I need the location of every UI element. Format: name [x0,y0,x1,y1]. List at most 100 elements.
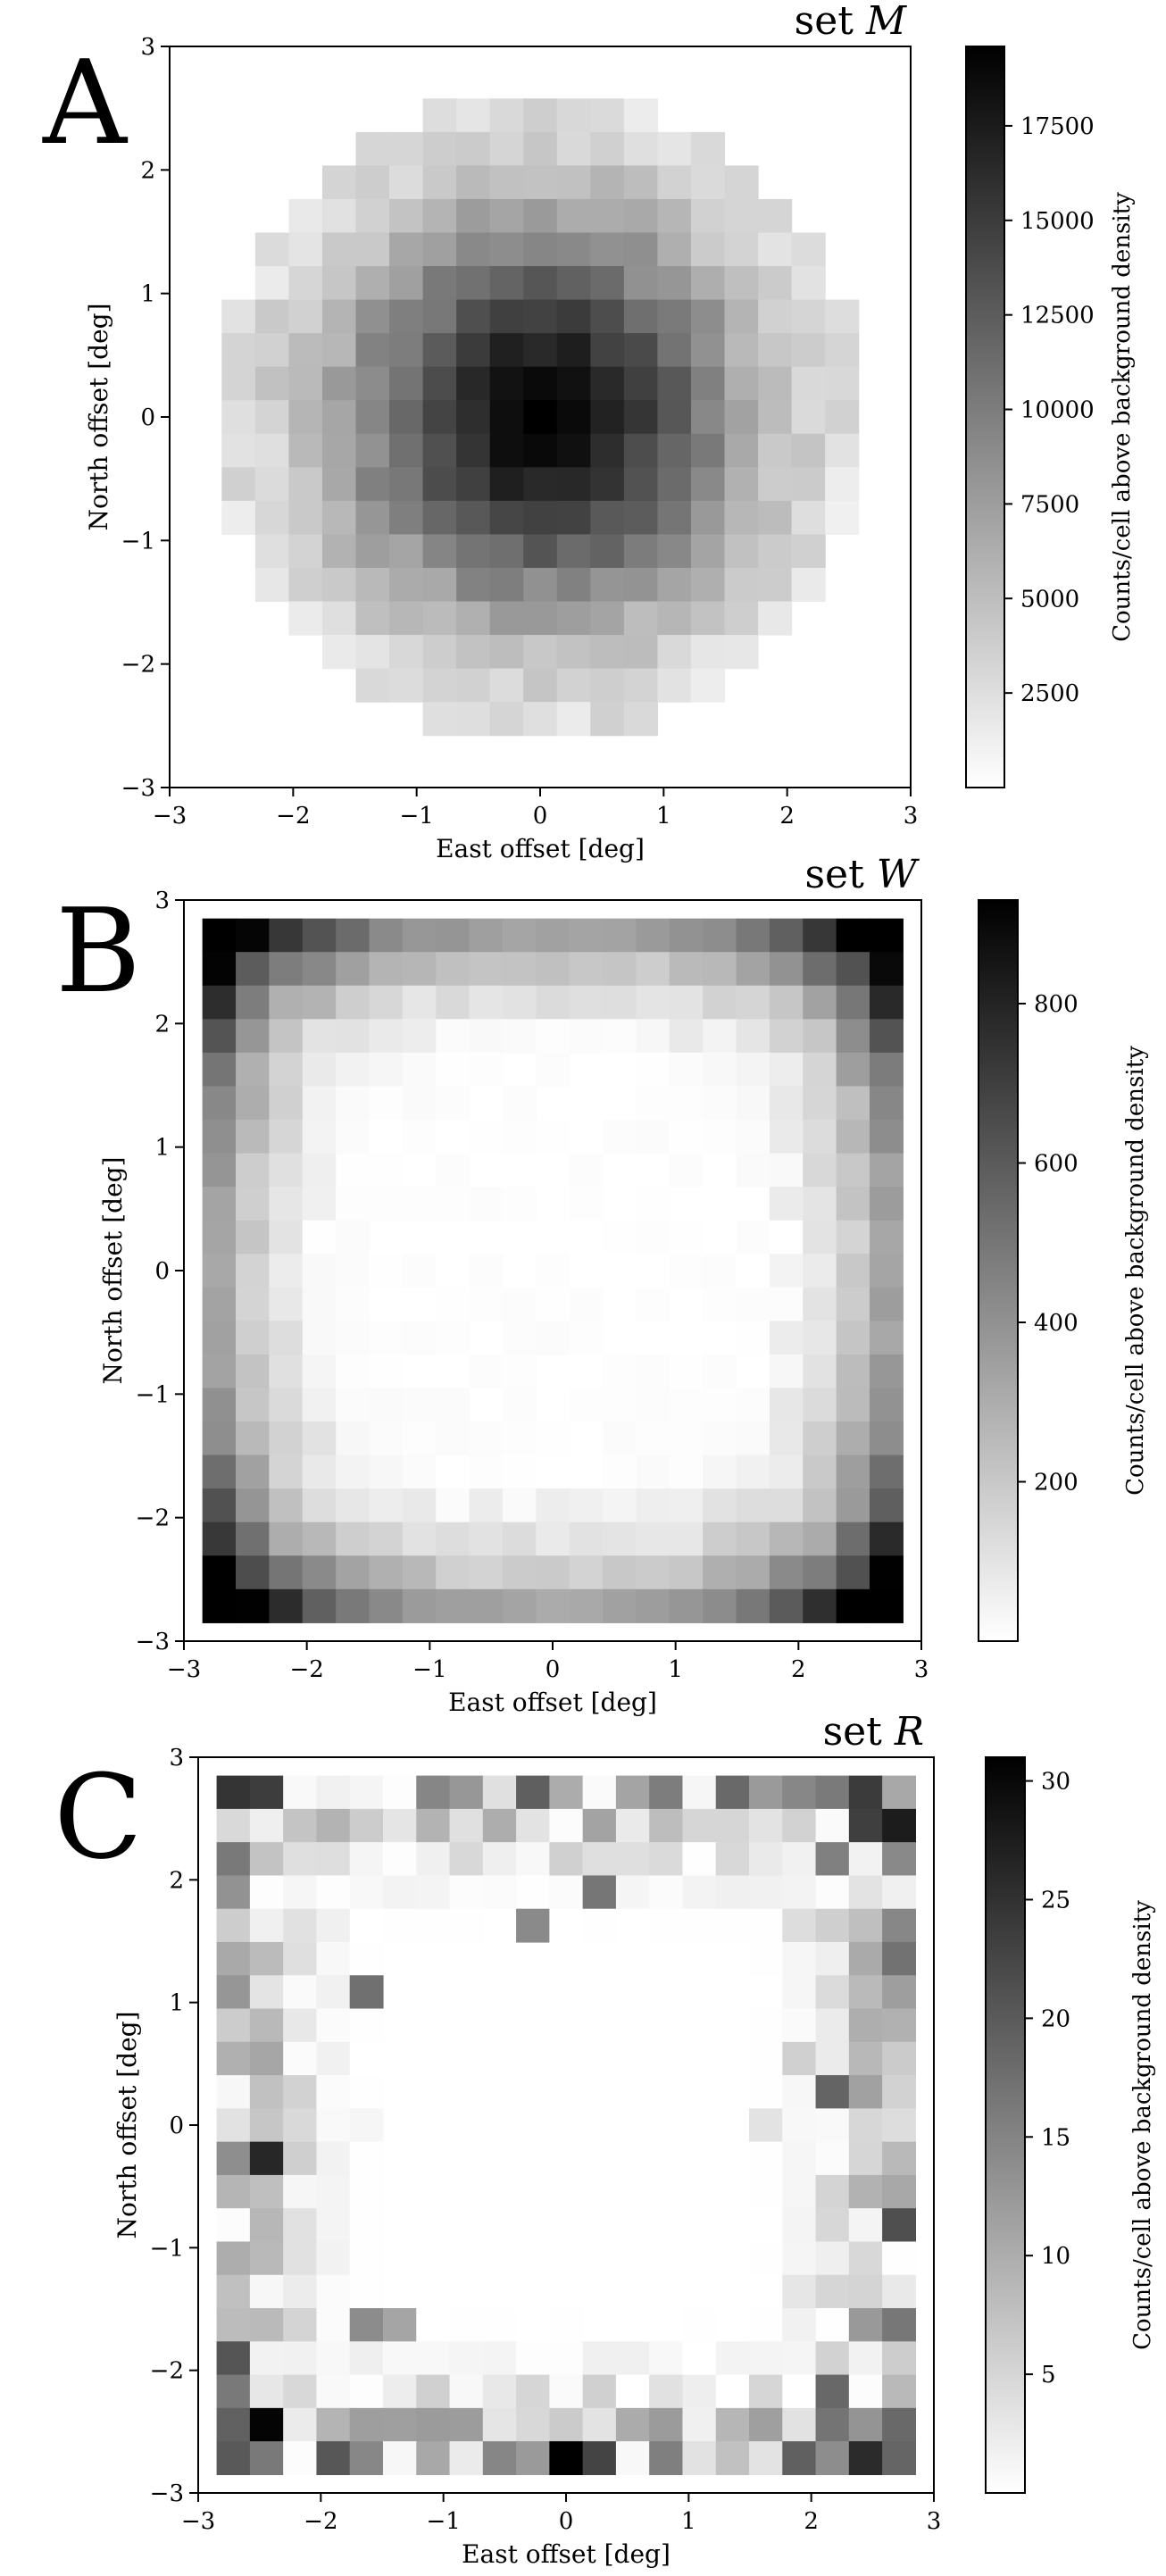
heatmap-cell [489,702,524,737]
heatmap-cell [803,1455,837,1489]
heatmap-cell [436,1488,471,1523]
heatmap-cell [736,952,770,987]
heatmap-cell [615,1808,650,1843]
heatmap-cell [254,333,289,368]
x-tick-label: 2 [804,2508,819,2535]
heatmap-cell [815,2075,850,2109]
heatmap-cell [749,1775,783,1810]
heatmap-cell [436,1019,471,1054]
heatmap-cell [703,1555,737,1590]
heatmap-cell [749,2341,783,2376]
heatmap-cell [236,1220,270,1255]
heatmap-cell [556,333,591,368]
heatmap-cell [603,1019,637,1054]
heatmap-cell [402,985,437,1020]
heatmap-cell [316,1875,351,1910]
heatmap-cell [449,2308,484,2342]
y-tick-label: 2 [154,1011,170,1038]
heatmap-cell [469,918,504,953]
heatmap-cell [582,2341,617,2376]
heatmap-cell [422,333,457,368]
heatmap-cell [882,2341,916,2376]
heatmap-cell [302,1555,337,1590]
heatmap-cell [769,1354,804,1389]
heatmap-cells [202,918,904,1623]
heatmap-cell [769,1388,804,1422]
heatmap-cell [690,366,726,401]
x-tick-label: 0 [559,2508,574,2535]
heatmap-cell [302,1321,337,1355]
heatmap-cell [649,1842,684,1877]
heatmap-cell [724,635,759,670]
heatmap-cell [249,2274,284,2309]
heatmap-cell [791,534,826,569]
heatmap-cell [402,1455,437,1489]
heatmap-cell [556,433,591,468]
heatmap-cell [569,918,604,953]
heatmap-cell [269,985,304,1020]
heatmap-cell [288,400,323,435]
heatmap-cell [382,1908,417,1943]
x-tick-label: 0 [533,803,548,829]
heatmap-cell [269,1052,304,1088]
y-tick-label: 1 [140,281,155,308]
heatmap-cell [288,333,323,368]
heatmap-cell [382,2308,417,2342]
heatmap-cell [882,2108,916,2143]
heatmap-cell [736,1052,770,1088]
heatmap-cell [316,2174,351,2209]
heatmap-cell [416,2441,451,2475]
heatmap-cell [202,1287,237,1321]
heatmap-cell [749,1875,783,1910]
x-tick-label: 2 [791,1656,806,1683]
heatmap-cell [502,1287,537,1321]
heatmap-cell [715,1808,750,1843]
heatmap-cell [848,2174,883,2209]
heatmap-cell [556,635,591,670]
heatmap-cell [349,2407,384,2442]
heatmap-cell [690,467,726,502]
heatmap-cell [724,601,759,636]
heatmap-cell [482,2374,517,2409]
heatmap-cell [836,1421,870,1456]
heatmap-cell [782,2441,817,2475]
heatmap-cell [523,567,558,603]
heatmap-cell [649,1908,684,1943]
heatmap-cell [690,500,726,536]
heatmap-cell [657,601,692,636]
heatmap-cell [782,1775,817,1810]
heatmap-cell [402,1321,437,1355]
heatmap-cell [355,232,390,267]
heatmap-cell [302,1354,337,1389]
colorbar: 200 400 600 800 Counts/cell above background… [978,899,1149,1642]
heatmap-cell [321,266,357,301]
heatmap-cell [603,952,637,987]
heatmap-cell [502,952,537,987]
heatmap-cell [389,366,424,401]
heatmap-cell [848,2308,883,2342]
heatmap-cell [456,534,491,569]
heatmap-cell [582,1808,617,1843]
heatmap-cell [336,1321,371,1355]
heatmap-cell [489,198,524,234]
heatmap-cell [782,1908,817,1943]
heatmap-cell [603,918,637,953]
heatmap-cell [216,2341,251,2376]
y-tick-label: 0 [154,1258,170,1285]
heatmap-cell [669,1555,704,1590]
heatmap-cell [603,1421,637,1456]
heatmap-cell [283,2108,318,2143]
heatmap-cell [302,1187,337,1221]
heatmap-cell [202,1555,237,1590]
heatmap-cell [848,2208,883,2243]
heatmap-cell [316,2041,351,2076]
heatmap-cell [869,1287,904,1321]
heatmap-cell [582,2441,617,2475]
heatmap-cell [736,1488,770,1523]
heatmap-cell [791,333,826,368]
heatmap-cell [436,1254,471,1288]
heatmap-cell [636,1421,670,1456]
heatmap-cell [302,1521,337,1556]
heatmap-cell [288,266,323,301]
